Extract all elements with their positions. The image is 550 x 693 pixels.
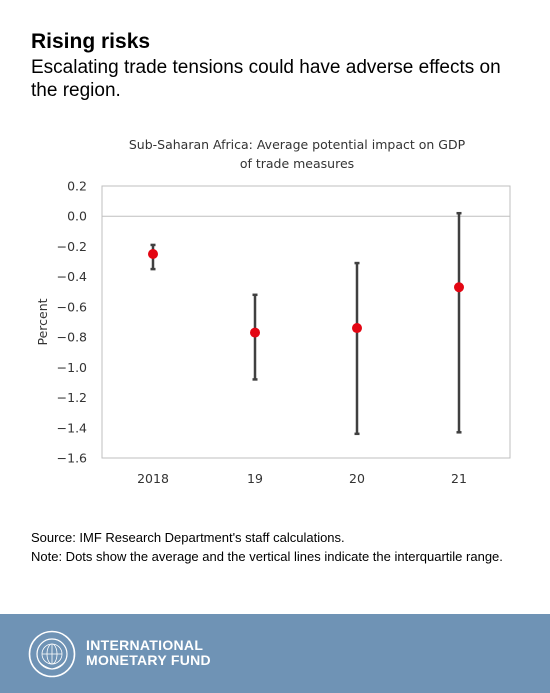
y-tick-label: −1.4 bbox=[57, 420, 87, 435]
y-tick-label: −1.6 bbox=[57, 451, 87, 466]
plot-area bbox=[101, 185, 511, 459]
average-dot bbox=[250, 327, 260, 338]
org-name-line1: INTERNATIONAL bbox=[86, 637, 204, 653]
average-dot bbox=[148, 249, 158, 259]
chart-subtitle: of trade measures bbox=[240, 156, 354, 171]
y-tick-label: 0.0 bbox=[67, 209, 87, 224]
source-note: Source: IMF Research Department's staff … bbox=[31, 530, 345, 545]
x-tick-label: 19 bbox=[247, 471, 263, 486]
x-tick-label: 20 bbox=[349, 471, 365, 486]
y-tick-label: −1.2 bbox=[57, 390, 87, 405]
y-axis-label: Percent bbox=[35, 298, 50, 345]
chart-title: Sub-Saharan Africa: Average potential im… bbox=[129, 137, 466, 152]
imf-seal-icon bbox=[28, 630, 76, 678]
page-title: Rising risks bbox=[31, 30, 151, 53]
average-dot bbox=[352, 323, 362, 334]
x-tick-label: 21 bbox=[451, 471, 467, 486]
y-tick-label: 0.2 bbox=[67, 179, 87, 194]
average-dot bbox=[454, 282, 464, 293]
org-name-line2: MONETARY FUND bbox=[86, 652, 211, 668]
page-subtitle: Escalating trade tensions could have adv… bbox=[31, 57, 501, 101]
y-tick-label: −0.8 bbox=[57, 330, 87, 345]
y-tick-label: −0.2 bbox=[57, 239, 87, 254]
org-name: INTERNATIONAL MONETARY FUND bbox=[86, 638, 211, 668]
footer-bar: INTERNATIONAL MONETARY FUND bbox=[0, 614, 550, 693]
y-tick-label: −1.0 bbox=[57, 360, 87, 375]
impact-chart: Sub-Saharan Africa: Average potential im… bbox=[35, 137, 511, 486]
y-tick-label: −0.6 bbox=[57, 299, 87, 314]
y-tick-label: −0.4 bbox=[57, 269, 87, 284]
explanatory-note: Note: Dots show the average and the vert… bbox=[31, 549, 503, 564]
chart-notes: Source: IMF Research Department's staff … bbox=[31, 528, 531, 566]
x-tick-label: 2018 bbox=[137, 471, 169, 486]
